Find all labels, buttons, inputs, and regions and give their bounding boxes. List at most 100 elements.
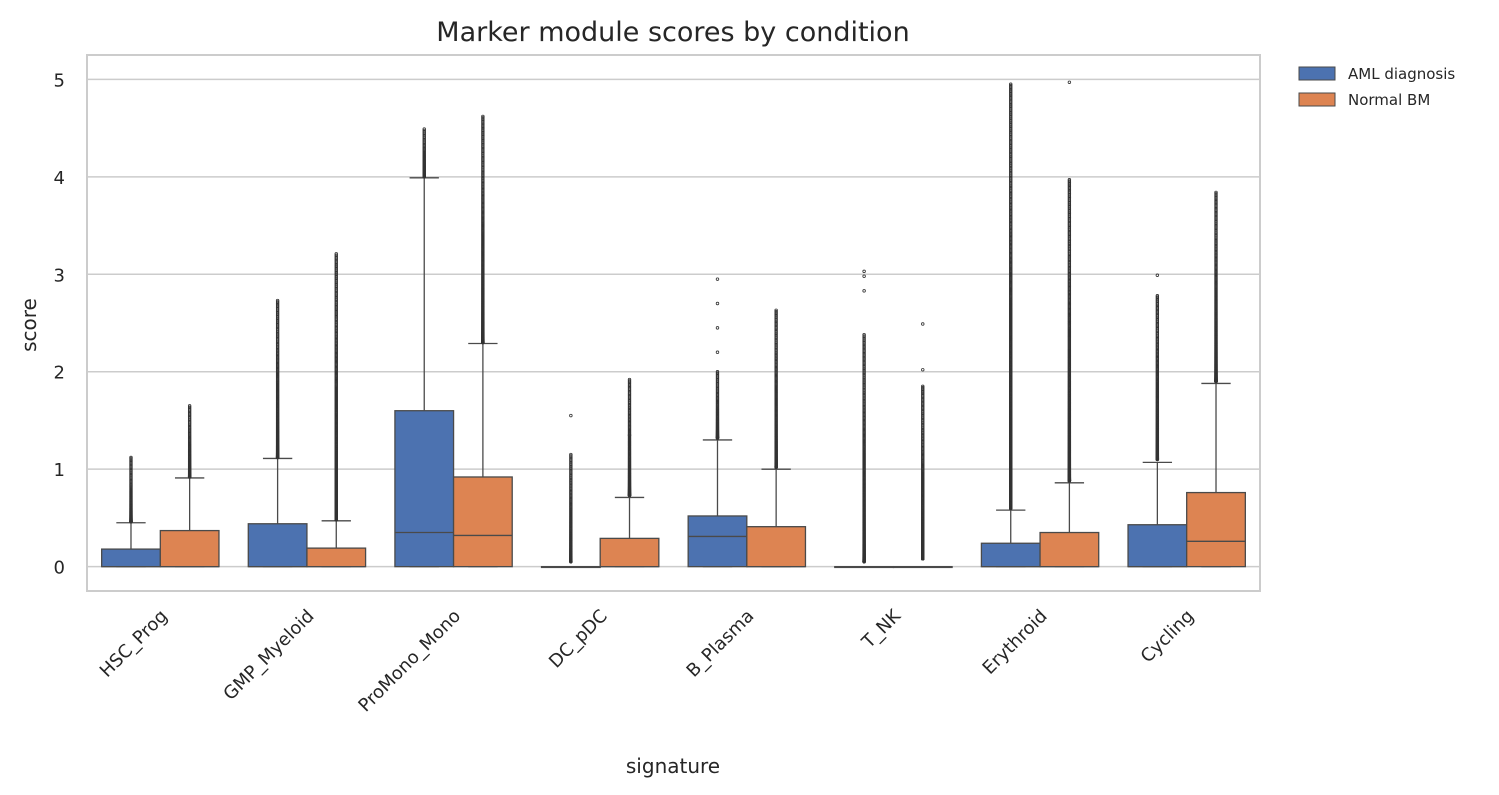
box-group bbox=[834, 269, 895, 569]
outlier-point bbox=[627, 377, 632, 382]
outlier-point bbox=[422, 128, 426, 133]
outliers bbox=[627, 377, 632, 498]
outliers bbox=[715, 277, 720, 440]
box-group bbox=[599, 377, 660, 568]
box bbox=[247, 523, 308, 568]
x-tick-label: Cycling bbox=[1137, 606, 1198, 667]
outlier-point bbox=[1009, 83, 1013, 88]
x-tick-label: B_Plasma bbox=[683, 606, 759, 682]
outlier-point bbox=[481, 116, 485, 120]
legend: AML diagnosis Normal BM bbox=[1298, 65, 1455, 109]
outliers bbox=[569, 413, 573, 564]
outlier-point bbox=[422, 127, 426, 131]
outlier-point bbox=[921, 384, 925, 389]
box bbox=[1186, 491, 1246, 568]
y-tick-label: 3 bbox=[54, 265, 65, 286]
box-group bbox=[452, 114, 513, 568]
outlier-point bbox=[715, 371, 720, 375]
chart-title: Marker module scores by condition bbox=[436, 17, 909, 48]
box bbox=[159, 529, 220, 568]
box bbox=[1039, 531, 1100, 568]
box-group bbox=[1127, 273, 1188, 568]
outlier-point bbox=[1067, 179, 1072, 183]
outlier-point bbox=[627, 379, 632, 383]
box bbox=[599, 537, 660, 568]
box bbox=[1127, 524, 1188, 568]
box bbox=[452, 476, 513, 568]
outlier-point bbox=[481, 114, 485, 119]
x-axis-label: signature bbox=[626, 754, 720, 778]
box bbox=[394, 410, 455, 568]
outlier-point bbox=[1067, 178, 1072, 182]
outliers bbox=[921, 322, 925, 561]
box-group bbox=[1039, 80, 1100, 568]
outlier-point bbox=[1067, 80, 1072, 84]
outliers bbox=[1155, 273, 1160, 462]
outlier-point bbox=[187, 404, 192, 408]
box-group bbox=[247, 298, 308, 568]
outliers bbox=[1009, 82, 1013, 510]
x-axis-ticks: HSC_Prog GMP_Myeloid ProMono_Mono DC_pDC B_P… bbox=[96, 605, 1198, 716]
outlier-point bbox=[1009, 82, 1013, 86]
outliers bbox=[481, 114, 485, 345]
outliers bbox=[275, 298, 280, 460]
outliers bbox=[774, 308, 778, 469]
outlier-point bbox=[187, 405, 192, 409]
box-group bbox=[394, 127, 455, 568]
outlier-point bbox=[1155, 294, 1160, 298]
outlier-point bbox=[862, 269, 866, 274]
box-group bbox=[980, 82, 1041, 568]
legend-swatch bbox=[1298, 92, 1336, 107]
outlier-point bbox=[774, 308, 778, 313]
outliers bbox=[187, 404, 192, 479]
outlier-point bbox=[715, 350, 720, 354]
outliers bbox=[422, 127, 426, 179]
outlier-point bbox=[569, 454, 573, 458]
outlier-point bbox=[862, 274, 866, 278]
box-group bbox=[1186, 190, 1246, 568]
outlier-point bbox=[129, 457, 133, 461]
gridlines bbox=[87, 78, 1260, 568]
box-group bbox=[746, 308, 807, 568]
outliers bbox=[862, 269, 866, 564]
outlier-point bbox=[921, 322, 925, 326]
y-axis-ticks: 0 1 2 3 4 5 bbox=[54, 70, 65, 578]
outlier-point bbox=[774, 310, 778, 314]
x-tick-label: DC_pDC bbox=[545, 606, 612, 673]
y-tick-label: 5 bbox=[54, 70, 65, 91]
legend-label: AML diagnosis bbox=[1348, 65, 1455, 83]
outlier-point bbox=[334, 253, 338, 257]
outlier-point bbox=[334, 252, 338, 256]
box bbox=[980, 542, 1041, 568]
outlier-point bbox=[275, 298, 280, 303]
box bbox=[687, 515, 748, 568]
x-tick-label: T_NK bbox=[857, 605, 905, 653]
y-tick-label: 2 bbox=[54, 363, 65, 384]
box bbox=[306, 547, 367, 568]
outlier-point bbox=[862, 289, 866, 293]
x-tick-label: ProMono_Mono bbox=[354, 606, 465, 717]
y-tick-label: 4 bbox=[54, 168, 65, 189]
outlier-point bbox=[275, 300, 280, 304]
outlier-point bbox=[921, 386, 925, 390]
outlier-point bbox=[862, 332, 866, 337]
outlier-point bbox=[569, 452, 573, 457]
outlier-point bbox=[921, 368, 925, 372]
outliers bbox=[129, 455, 133, 524]
plot-frame bbox=[86, 54, 1261, 592]
outlier-point bbox=[1067, 308, 1072, 312]
box-group bbox=[306, 252, 367, 568]
x-tick-label: GMP_Myeloid bbox=[219, 606, 318, 705]
y-tick-label: 1 bbox=[54, 460, 65, 481]
box-group bbox=[101, 455, 161, 568]
box-group bbox=[892, 322, 953, 569]
box-group bbox=[159, 404, 220, 568]
outlier-point bbox=[1155, 273, 1160, 277]
outlier-point bbox=[1214, 192, 1218, 196]
outlier-point bbox=[715, 301, 720, 306]
outlier-point bbox=[1214, 190, 1218, 195]
outliers bbox=[1067, 80, 1072, 483]
legend-label: Normal BM bbox=[1348, 91, 1430, 109]
outliers bbox=[334, 252, 338, 522]
